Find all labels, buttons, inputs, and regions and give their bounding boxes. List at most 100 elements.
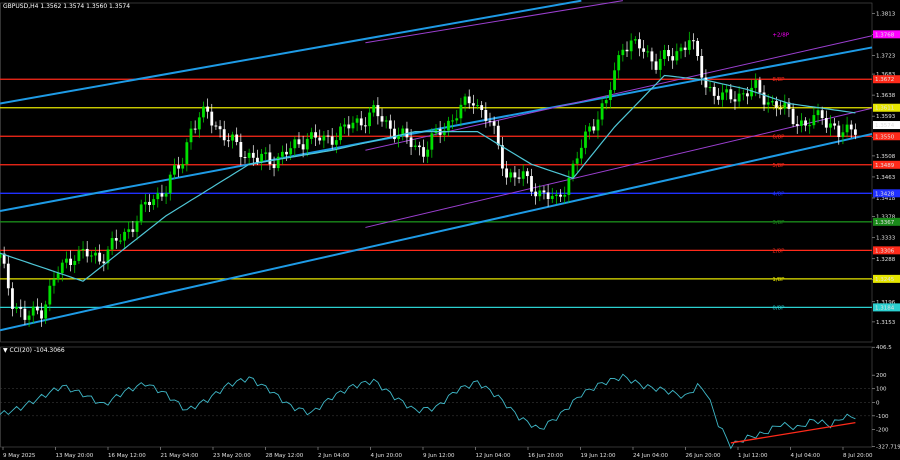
candle-body bbox=[808, 125, 812, 127]
time-tick-label: 1 Jul 12:00 bbox=[738, 453, 768, 459]
candle-body bbox=[853, 129, 857, 135]
candle-body bbox=[559, 194, 562, 197]
murrey-level-tag: 7/8P bbox=[772, 106, 785, 112]
candle-body bbox=[289, 148, 293, 155]
candle-body bbox=[820, 110, 824, 119]
candle-body bbox=[181, 164, 185, 169]
candle-body bbox=[231, 134, 234, 141]
candle-body bbox=[135, 221, 139, 232]
candle-body bbox=[127, 229, 131, 232]
level-price-label: 1.3489 bbox=[875, 163, 895, 169]
candle-body bbox=[343, 124, 347, 127]
candle-body bbox=[202, 106, 205, 118]
candle-body bbox=[505, 168, 508, 178]
candle-body bbox=[501, 145, 504, 169]
candle-body bbox=[596, 119, 600, 131]
candle-body bbox=[401, 128, 405, 135]
candle-body bbox=[94, 252, 97, 256]
candle-body bbox=[750, 87, 753, 97]
candle-body bbox=[766, 102, 770, 105]
candle-body bbox=[621, 49, 625, 56]
candle-body bbox=[27, 315, 31, 320]
moving-average-line bbox=[0, 74, 856, 282]
candle-body bbox=[833, 123, 837, 126]
level-price-box bbox=[873, 160, 900, 169]
candle-body bbox=[359, 118, 363, 126]
cci-tick-label: -327.719 bbox=[876, 445, 900, 451]
level-price-box bbox=[873, 103, 900, 112]
price-tick-label: 1.3378 bbox=[876, 215, 896, 221]
candle-body bbox=[679, 47, 683, 52]
candle-body bbox=[775, 101, 778, 109]
time-tick-label: 16 May 12:00 bbox=[108, 453, 146, 459]
murrey-level-tag: 6/8P bbox=[772, 134, 785, 140]
candle-body bbox=[368, 112, 371, 127]
candle-body bbox=[845, 124, 849, 133]
candle-body bbox=[185, 142, 189, 165]
cci-tick-label: -100 bbox=[876, 414, 889, 420]
cci-indicator-pane: 406.5 200 100 0 -100 -200 -327.719 bbox=[0, 345, 900, 451]
level-price-label: 1.3245 bbox=[875, 277, 895, 283]
candle-body bbox=[243, 157, 247, 159]
candle-body bbox=[442, 130, 446, 135]
candle-body bbox=[575, 158, 579, 164]
candle-body bbox=[110, 238, 114, 250]
level-price-box bbox=[873, 189, 900, 198]
candle-body bbox=[114, 238, 118, 241]
price-tick-label: 1.3418 bbox=[876, 196, 896, 202]
time-tick-label: 28 May 12:00 bbox=[266, 453, 304, 459]
candle-body bbox=[15, 307, 19, 309]
candle-body bbox=[588, 126, 592, 132]
candle-body bbox=[787, 102, 791, 109]
price-tick-label: 1.3593 bbox=[876, 114, 896, 120]
candle-body bbox=[81, 248, 85, 251]
candle-body bbox=[471, 103, 475, 106]
cci-tick-label: 406.5 bbox=[876, 345, 892, 351]
murrey-level-tag: 5/8P bbox=[772, 163, 785, 169]
candle-body bbox=[633, 39, 637, 41]
time-tick-label: 9 Jun 12:00 bbox=[423, 453, 455, 459]
time-tick-label: 13 May 20:00 bbox=[56, 453, 94, 459]
candle-body bbox=[52, 279, 56, 286]
candle-body bbox=[492, 121, 496, 126]
candle-body bbox=[318, 137, 322, 141]
candle-body bbox=[40, 310, 43, 319]
level-price-label: 1.3367 bbox=[875, 220, 895, 226]
candle-body bbox=[584, 131, 587, 148]
candle-body bbox=[555, 194, 558, 196]
candle-body bbox=[683, 47, 687, 50]
candle-body bbox=[0, 253, 2, 258]
candle-body bbox=[413, 145, 417, 147]
candle-body bbox=[314, 132, 317, 138]
cci-pane-frame bbox=[0, 346, 873, 448]
candle-body bbox=[226, 140, 230, 142]
purple-channel-lower bbox=[365, 107, 873, 228]
candle-body bbox=[364, 125, 367, 127]
candle-body bbox=[758, 80, 762, 93]
candle-body bbox=[712, 86, 716, 96]
candle-body bbox=[455, 118, 459, 121]
candle-body bbox=[779, 108, 783, 110]
current-price-label: 1.3574 bbox=[875, 123, 895, 129]
candle-body bbox=[69, 258, 72, 265]
price-tick-label: 1.3463 bbox=[876, 175, 896, 181]
candle-body bbox=[812, 115, 816, 126]
time-tick-label: 23 May 20:00 bbox=[213, 453, 251, 459]
candle-body bbox=[210, 111, 214, 126]
candle-body bbox=[837, 125, 841, 138]
cci-title: ▼ CCI(20) -104.3066 bbox=[3, 347, 65, 354]
candle-body bbox=[160, 193, 164, 197]
candle-body bbox=[463, 96, 467, 105]
candle-body bbox=[725, 89, 729, 93]
candle-body bbox=[388, 120, 392, 129]
candle-body bbox=[148, 201, 151, 205]
murrey-level-tag: 3/8P bbox=[772, 220, 785, 226]
candle-body bbox=[89, 255, 93, 257]
price-tick-label: 1.3813 bbox=[876, 11, 896, 17]
candle-body bbox=[704, 77, 708, 88]
time-tick-label: 8 Jul 20:00 bbox=[843, 453, 873, 459]
price-tick-label: 1.3683 bbox=[876, 72, 896, 78]
candle-body bbox=[106, 249, 110, 264]
candle-body bbox=[397, 134, 401, 140]
